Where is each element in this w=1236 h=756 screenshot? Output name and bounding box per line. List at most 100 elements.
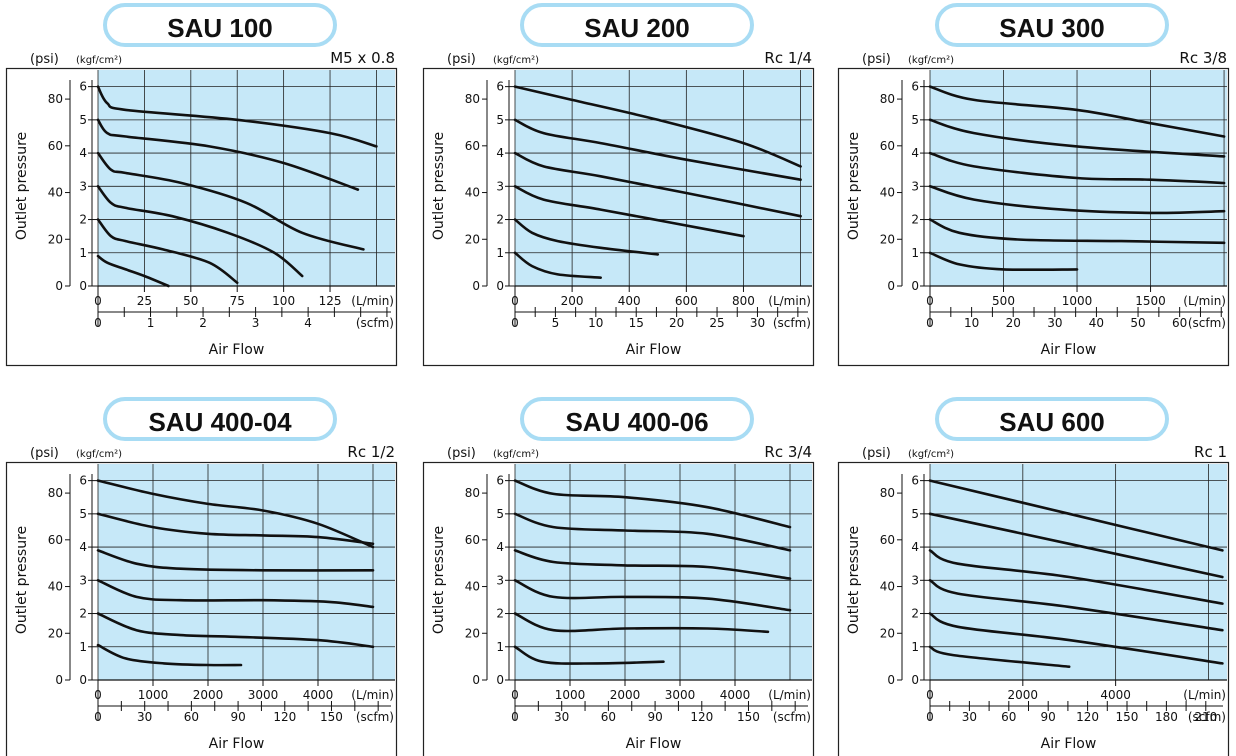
psi-tick-label: 20 [880, 232, 895, 246]
scfm-tick-label: 0 [94, 316, 102, 330]
psi-tick-label: 0 [55, 673, 63, 687]
pressure-curve-6 [513, 645, 665, 665]
pressure-curve-6 [928, 251, 1079, 272]
lpm-tick-label: 0 [926, 688, 934, 702]
psi-tick-label: 40 [48, 580, 63, 594]
lpm-tick-label: 0 [94, 294, 102, 308]
pressure-curve-1 [513, 479, 792, 529]
pressure-curve-5 [928, 612, 1224, 665]
psi-tick-label: 0 [472, 673, 480, 687]
lpm-tick-label: 0 [926, 294, 934, 308]
port-size: Rc 1/4 [764, 49, 812, 67]
psi-tick-label: 80 [465, 486, 480, 500]
chart-title: SAU 600 [999, 407, 1105, 437]
y-unit-kgf: (kgf/cm²) [908, 449, 954, 460]
kgf-tick-label: 5 [79, 113, 87, 127]
lpm-tick-label: 600 [675, 294, 698, 308]
kgf-tick-label: 4 [911, 146, 919, 160]
pressure-curve-2 [513, 118, 802, 181]
lpm-unit: (L/min) [351, 294, 394, 308]
scfm-tick-label: 1 [147, 316, 155, 330]
lpm-tick-label: 1500 [1135, 294, 1166, 308]
kgf-tick-label: 4 [79, 540, 87, 554]
title-pill [103, 3, 337, 47]
psi-tick-label: 60 [48, 533, 63, 547]
port-size: Rc 1/2 [347, 443, 395, 461]
kgf-tick-label: 0 [911, 279, 919, 293]
lpm-tick-label: 800 [732, 294, 755, 308]
kgf-tick-label: 6 [496, 80, 504, 94]
pressure-curve-1 [96, 85, 378, 148]
port-size: Rc 3/4 [764, 443, 812, 461]
psi-tick-label: 80 [465, 92, 480, 106]
y-unit-psi: (psi) [447, 52, 476, 67]
psi-tick-label: 0 [55, 279, 63, 293]
scfm-tick-label: 4 [304, 316, 312, 330]
scfm-tick-label: 0 [926, 710, 934, 724]
chart-title: SAU 400-06 [565, 407, 708, 437]
psi-tick-label: 20 [465, 232, 480, 246]
pressure-curve-5 [513, 612, 770, 634]
psi-tick-label: 40 [465, 186, 480, 200]
lpm-tick-label: 25 [137, 294, 152, 308]
scfm-tick-label: 0 [511, 710, 519, 724]
kgf-tick-label: 1 [496, 246, 504, 260]
psi-tick-label: 40 [48, 186, 63, 200]
kgf-tick-label: 1 [911, 246, 919, 260]
pressure-curve-5 [96, 612, 375, 649]
plot-area [930, 464, 1227, 680]
title-pill [520, 3, 754, 47]
lpm-tick-label: 4000 [1100, 688, 1131, 702]
kgf-tick-label: 5 [911, 113, 919, 127]
y-unit-psi: (psi) [30, 446, 59, 461]
kgf-tick-label: 2 [496, 607, 504, 621]
pressure-curve-4 [513, 579, 792, 612]
x-axis-label: Air Flow [626, 342, 682, 358]
scfm-tick-label: 60 [184, 710, 199, 724]
pressure-curve-3 [513, 151, 802, 218]
kgf-tick-label: 5 [911, 507, 919, 521]
lpm-tick-label: 50 [183, 294, 198, 308]
scfm-unit: (scfm) [356, 710, 394, 724]
lpm-unit: (L/min) [768, 294, 811, 308]
y-axis-label: Outlet pressure [14, 132, 30, 240]
pressure-curve-4 [96, 579, 375, 609]
scfm-tick-label: 30 [1047, 316, 1062, 330]
chart-panel-4: SAU 400-04(psi) (kgf/cm²) Rc 1/20123456020… [5, 397, 398, 756]
scfm-tick-label: 25 [709, 316, 724, 330]
lpm-tick-label: 1000 [1062, 294, 1093, 308]
pressure-curve-3 [96, 151, 365, 251]
plot-area [515, 464, 812, 680]
lpm-unit: (L/min) [1183, 294, 1226, 308]
scfm-tick-label: 60 [1172, 316, 1187, 330]
pressure-curve-3 [96, 549, 375, 572]
scfm-tick-label: 20 [669, 316, 684, 330]
plot-area [98, 70, 395, 286]
scfm-tick-label: 150 [737, 710, 760, 724]
kgf-tick-label: 6 [79, 474, 87, 488]
psi-tick-label: 0 [472, 279, 480, 293]
x-axis-label: Air Flow [1041, 342, 1097, 358]
title-pill [935, 3, 1169, 47]
y-unit-psi: (psi) [30, 52, 59, 67]
scfm-tick-label: 30 [750, 316, 765, 330]
lpm-tick-label: 0 [511, 294, 519, 308]
y-unit-kgf: (kgf/cm²) [493, 449, 539, 460]
kgf-tick-label: 4 [496, 146, 504, 160]
scfm-tick-label: 120 [690, 710, 713, 724]
pressure-curve-3 [928, 151, 1226, 185]
scfm-tick-label: 40 [1089, 316, 1104, 330]
y-axis-label: Outlet pressure [431, 132, 447, 240]
kgf-tick-label: 4 [911, 540, 919, 554]
pressure-curve-6 [513, 251, 602, 279]
psi-tick-label: 60 [880, 139, 895, 153]
scfm-tick-label: 30 [137, 710, 152, 724]
kgf-tick-label: 0 [79, 279, 87, 293]
chart-title: SAU 400-04 [148, 407, 292, 437]
kgf-tick-label: 6 [911, 474, 919, 488]
scfm-tick-label: 5 [552, 316, 560, 330]
psi-tick-label: 20 [48, 232, 63, 246]
scfm-tick-label: 60 [601, 710, 616, 724]
scfm-tick-label: 0 [926, 316, 934, 330]
kgf-tick-label: 3 [79, 179, 87, 193]
